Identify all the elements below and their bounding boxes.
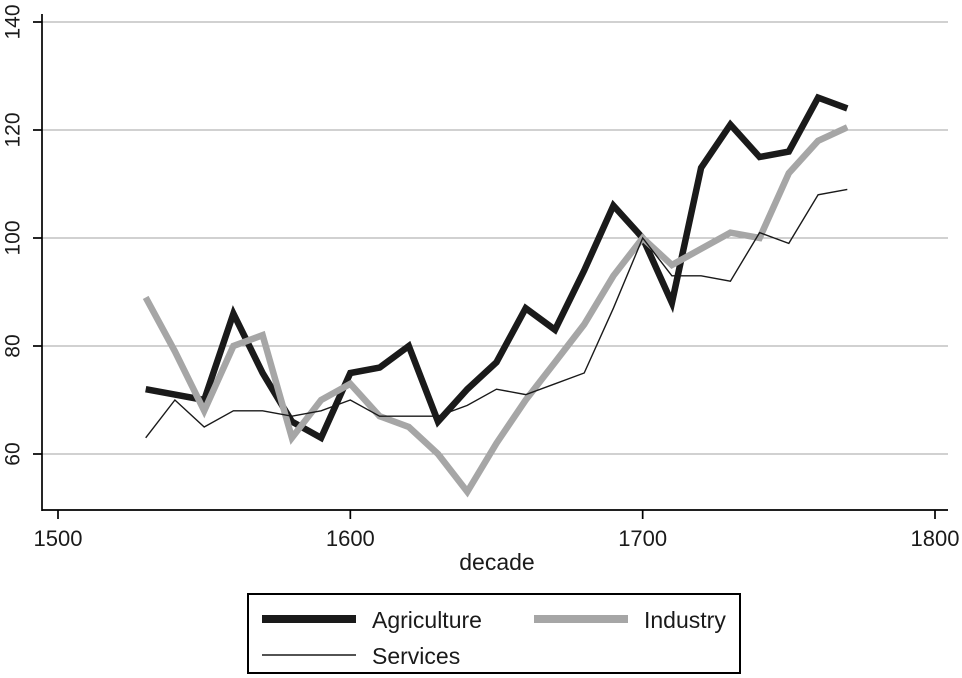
agriculture-line: [145, 93, 849, 443]
y-tick-label: 100: [2, 220, 25, 255]
legend-label-services: Services: [372, 643, 460, 669]
series-lines: [142, 93, 849, 498]
legend-label-agriculture: Agriculture: [372, 607, 482, 633]
legend: Agriculture Industry Services: [247, 593, 741, 674]
y-tick-label: 140: [2, 4, 25, 39]
legend-box: [247, 593, 741, 674]
y-tick-label: 80: [2, 334, 25, 357]
axes: [41, 14, 948, 511]
y-tick-label: 60: [2, 442, 25, 465]
legend-label-industry: Industry: [644, 607, 726, 633]
gridlines: [42, 21, 948, 455]
x-axis-title: decade: [459, 549, 534, 575]
y-tick-label: 120: [2, 112, 25, 147]
y-axis-ticks: 60 80 100 120 140: [2, 4, 42, 466]
industry-line: [142, 124, 849, 498]
x-tick-label: 1700: [618, 526, 667, 551]
x-tick-label: 1600: [326, 526, 375, 551]
x-tick-label: 1800: [911, 526, 960, 551]
x-axis-ticks: 1500 1600 1700 1800: [34, 510, 960, 551]
x-tick-label: 1500: [34, 526, 83, 551]
services-line: [145, 188, 848, 439]
